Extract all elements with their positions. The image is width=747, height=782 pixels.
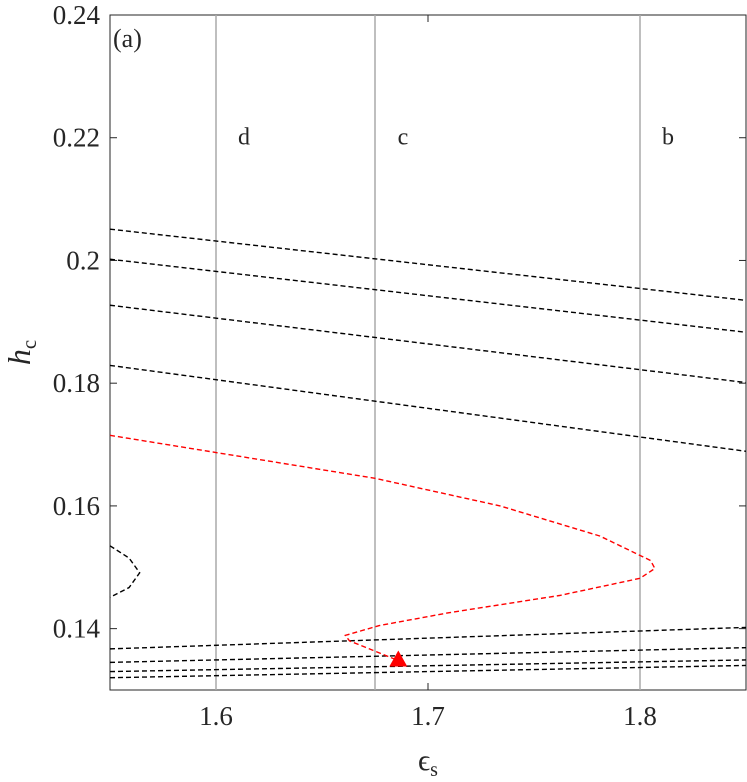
- curve: [109, 434, 656, 662]
- curve: [109, 304, 747, 384]
- x-tick-label: 1.6: [199, 701, 233, 731]
- y-tick-label: 0.14: [53, 614, 101, 644]
- y-tick-label: 0.2: [66, 245, 100, 275]
- x-tick-label: 1.8: [623, 701, 657, 731]
- y-tick-label: 0.22: [53, 123, 100, 153]
- x-axis-label-main: ϵ: [418, 744, 430, 777]
- region-label: d: [238, 125, 250, 151]
- y-tick-label: 0.18: [53, 368, 100, 398]
- plot-frame: [109, 14, 747, 691]
- panel-label: (a): [113, 24, 142, 53]
- x-axis-label-sub: s: [430, 759, 438, 777]
- y-tick-label: 0.16: [53, 491, 100, 521]
- y-axis-label-sub: c: [17, 340, 41, 349]
- region-label: c: [398, 125, 409, 151]
- marker: [389, 650, 408, 667]
- x-tick-label: 1.7: [411, 701, 445, 731]
- y-tick-label: 0.24: [53, 0, 101, 30]
- curve: [109, 646, 747, 664]
- y-axis-label-main: h: [1, 349, 37, 365]
- curve: [109, 228, 747, 302]
- x-axis-label: ϵs: [418, 744, 438, 777]
- curve: [109, 364, 747, 452]
- curve: [109, 626, 747, 650]
- region-label: b: [662, 125, 674, 151]
- y-axis-label: hc: [1, 340, 41, 365]
- curve: [109, 545, 141, 598]
- curve: [109, 258, 747, 333]
- curve: [109, 664, 747, 679]
- curve: [109, 659, 747, 673]
